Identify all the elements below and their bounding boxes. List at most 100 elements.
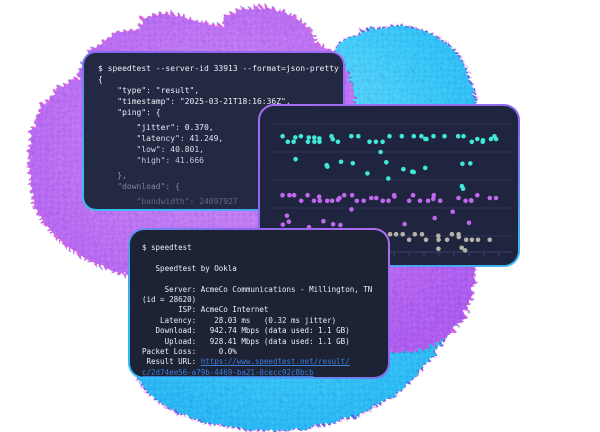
- dot: [349, 192, 355, 198]
- dot: [425, 198, 431, 204]
- dot: [431, 196, 436, 202]
- dot: [466, 220, 472, 226]
- dot: [475, 136, 480, 142]
- dot: [293, 135, 298, 140]
- dot: [411, 169, 416, 175]
- dot: [402, 221, 407, 227]
- result-url-row: Result URL: https://www.speedtest.net/re…: [142, 357, 380, 367]
- dot: [330, 222, 336, 227]
- dot: [325, 198, 330, 204]
- speedtest-terminal-output: $ speedtest Speedtest by Ookla Server: A…: [130, 230, 388, 377]
- terminal-line: "latency": 41.249,: [98, 134, 224, 143]
- dot: [329, 198, 335, 204]
- dot: [317, 136, 322, 141]
- dot: [393, 231, 399, 237]
- dot: [291, 192, 297, 198]
- dot: [468, 161, 473, 166]
- dot: [365, 171, 370, 176]
- dot: [293, 156, 298, 162]
- terminal-line: "low": 40.801,: [98, 145, 204, 154]
- dot: [492, 134, 497, 139]
- dot: [459, 245, 464, 251]
- dot: [406, 198, 412, 204]
- dot: [392, 194, 397, 199]
- dot: [410, 192, 416, 198]
- dot: [436, 233, 441, 239]
- dot: [436, 237, 441, 243]
- terminal-line: Download: 942.74 Mbps (data used: 1.1 GB…: [142, 326, 350, 336]
- dot: [442, 133, 447, 139]
- dot: [330, 136, 336, 142]
- dot: [431, 133, 436, 139]
- dot: [444, 237, 450, 243]
- dot: [380, 198, 386, 204]
- dot: [412, 231, 418, 237]
- dot: [463, 198, 468, 204]
- terminal-line: "type": "result",: [98, 86, 200, 95]
- dot: [462, 248, 468, 253]
- dot: [475, 237, 481, 243]
- dot: [399, 133, 405, 139]
- dot: [298, 198, 304, 204]
- dot: [361, 198, 366, 204]
- dot: [417, 198, 423, 204]
- dot: [386, 176, 391, 181]
- dot: [480, 138, 486, 143]
- dot: [488, 136, 494, 142]
- terminal-line: [142, 274, 380, 284]
- terminal-line: Upload: 928.41 Mbps (data used: 1.1 GB): [142, 336, 350, 346]
- terminal-line: {: [98, 75, 103, 84]
- dot: [422, 165, 428, 171]
- dot: [460, 161, 465, 167]
- dot: [325, 164, 330, 169]
- terminal-line: Packet Loss: 0.0%: [142, 347, 237, 357]
- dot: [312, 139, 317, 145]
- dot: [468, 198, 474, 203]
- dot: [455, 133, 461, 139]
- dot: [449, 231, 455, 237]
- dot: [423, 237, 429, 243]
- terminal-line: (id = 28620): [142, 295, 197, 305]
- terminal-line: ISP: AcmeCo Internet: [142, 305, 269, 315]
- dot: [367, 139, 372, 145]
- json-terminal-output: $ speedtest --server-id 33913 --format=j…: [84, 53, 343, 209]
- terminal-line: $ speedtest --server-id 33913 --format=j…: [98, 64, 339, 73]
- dot: [437, 198, 443, 204]
- result-url-label: Result URL:: [142, 357, 201, 367]
- dot: [305, 192, 310, 198]
- dot: [419, 133, 424, 139]
- dot: [280, 222, 286, 227]
- dot: [469, 139, 475, 145]
- dot: [419, 231, 425, 237]
- dot: [411, 133, 417, 139]
- result-url-link[interactable]: c/2d74ee56-a79b-4469-ba21-0cecc92c8bcb: [142, 367, 314, 377]
- result-url-row: c/2d74ee56-a79b-4469-ba21-0cecc92c8bcb: [142, 368, 380, 377]
- dot: [291, 139, 296, 145]
- dot: [487, 237, 492, 243]
- dot: [387, 231, 393, 237]
- dot: [436, 246, 441, 252]
- dot: [338, 222, 343, 228]
- dot: [456, 234, 462, 240]
- dot: [349, 207, 354, 212]
- terminal-line: "bandwidth": 24097927: [98, 197, 238, 206]
- dot: [456, 195, 461, 201]
- dot: [386, 198, 391, 204]
- dot: [459, 183, 465, 189]
- dot: [380, 139, 385, 145]
- dot: [311, 198, 317, 204]
- dot: [306, 135, 312, 140]
- dot: [317, 198, 323, 204]
- result-url-link[interactable]: https://www.speedtest.net/result/: [200, 357, 350, 367]
- dot: [280, 133, 285, 139]
- dot: [369, 195, 374, 201]
- dot: [406, 237, 412, 243]
- dot: [423, 136, 428, 142]
- dot: [469, 237, 475, 243]
- terminal-line: "high": 41.666: [98, 156, 204, 165]
- speedtest-terminal-window: $ speedtest Speedtest by Ookla Server: A…: [128, 228, 390, 379]
- dot: [305, 139, 311, 145]
- dot: [312, 135, 317, 140]
- terminal-line: },: [98, 171, 127, 180]
- dot: [350, 160, 356, 166]
